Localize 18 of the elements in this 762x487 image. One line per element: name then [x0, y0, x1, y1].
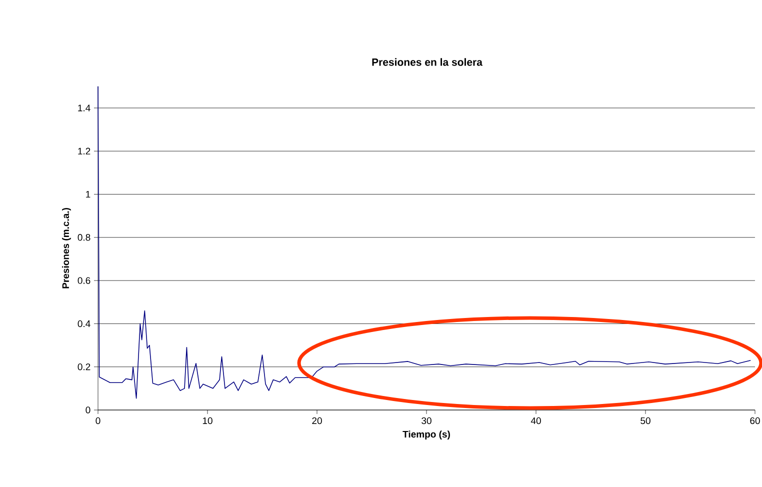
- chart-title: Presiones en la solera: [372, 58, 482, 66]
- x-axis-title: Tiempo (s): [402, 430, 450, 440]
- y-tick-label: 1.2: [78, 148, 90, 154]
- x-tick-label: 60: [750, 417, 760, 424]
- x-tick-label: 40: [530, 417, 541, 424]
- x-tick-label: 30: [422, 417, 432, 424]
- y-tick-label: 0.6: [78, 277, 90, 284]
- y-tick-label: 0: [86, 406, 90, 414]
- x-tick-label: 0: [96, 417, 100, 424]
- x-tick-label: 50: [640, 417, 650, 424]
- y-tick-label: 0.4: [78, 320, 90, 328]
- x-tick-label: 10: [202, 417, 212, 424]
- y-tick-label: 0.2: [78, 363, 90, 370]
- y-axis-title: Presiones (m.c.a.): [62, 208, 71, 288]
- y-tick-label: 1: [86, 190, 90, 198]
- y-tick-label: 0.8: [78, 234, 90, 241]
- y-tick-label: 1.4: [78, 104, 90, 112]
- x-tick-label: 20: [312, 417, 322, 424]
